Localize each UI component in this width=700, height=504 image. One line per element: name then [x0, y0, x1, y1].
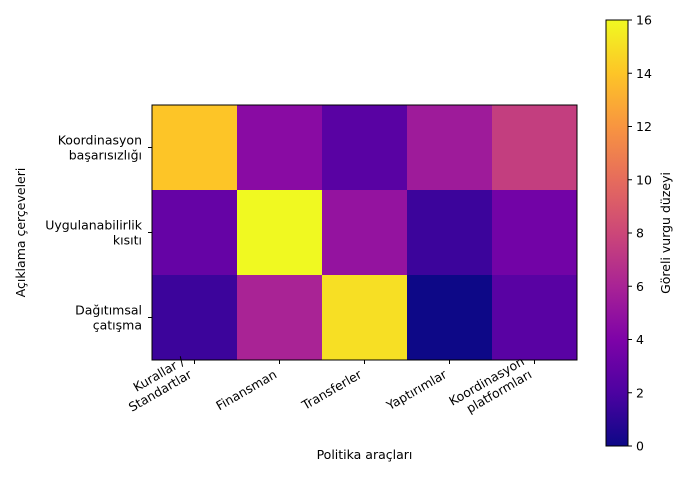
- y-tick-label: Uygulanabilirlik kısıtı: [45, 218, 143, 248]
- y-axis-label: Açıklama çerçeveleri: [13, 168, 28, 298]
- colorbar-ticks: 0 2 4 6 8 10 12 14 16: [628, 13, 652, 454]
- x-tick-label: Kurallar /Standartlar: [118, 353, 195, 415]
- heatmap-cell: [322, 105, 408, 191]
- x-tick-label: Finansman: [213, 367, 279, 414]
- heatmap-cell: [407, 105, 493, 191]
- heatmap-cell: [237, 190, 323, 276]
- y-axis-ticks: Koordinasyon başarısızlığı Uygulanabilirli…: [45, 133, 152, 333]
- y-tick-label: Dağıtımsal çatışma: [75, 303, 142, 333]
- heatmap-cell: [237, 105, 323, 191]
- heatmap-cell: [407, 190, 493, 276]
- colorbar: [605, 19, 629, 447]
- colorbar-tick-label: 2: [636, 385, 644, 400]
- heatmap-cell: [237, 275, 323, 361]
- y-tick-label: Koordinasyon başarısızlığı: [58, 133, 142, 163]
- colorbar-tick-label: 14: [636, 66, 652, 81]
- colorbar-tick-label: 10: [636, 172, 652, 187]
- colorbar-tick-label: 8: [636, 226, 644, 241]
- x-tick-label: Yaptırımlar: [383, 366, 450, 413]
- colorbar-tick-label: 4: [636, 332, 644, 347]
- heatmap-cell: [492, 275, 578, 361]
- heatmap-cell: [322, 275, 408, 361]
- heatmap-cell: [322, 190, 408, 276]
- colorbar-label: Göreli vurgu düzeyi: [658, 172, 673, 294]
- x-axis-ticks: Kurallar /Standartlar Finansman Transferle…: [118, 353, 535, 422]
- x-tick-label: Koordinasyonplatformları: [446, 354, 534, 422]
- heatmap-cell: [152, 275, 238, 361]
- x-axis-label: Politika araçları: [317, 447, 413, 462]
- colorbar-tick-label: 0: [636, 439, 644, 454]
- colorbar-tick-label: 12: [636, 119, 652, 134]
- heatmap-cells: [152, 105, 578, 361]
- x-tick-label: Transferler: [298, 366, 365, 413]
- heatmap-cell: [152, 190, 238, 276]
- heatmap-cell: [492, 190, 578, 276]
- heatmap-cell: [407, 275, 493, 361]
- colorbar-tick-label: 6: [636, 279, 644, 294]
- heatmap-cell: [492, 105, 578, 191]
- colorbar-tick-label: 16: [636, 13, 652, 28]
- heatmap-cell: [152, 105, 238, 191]
